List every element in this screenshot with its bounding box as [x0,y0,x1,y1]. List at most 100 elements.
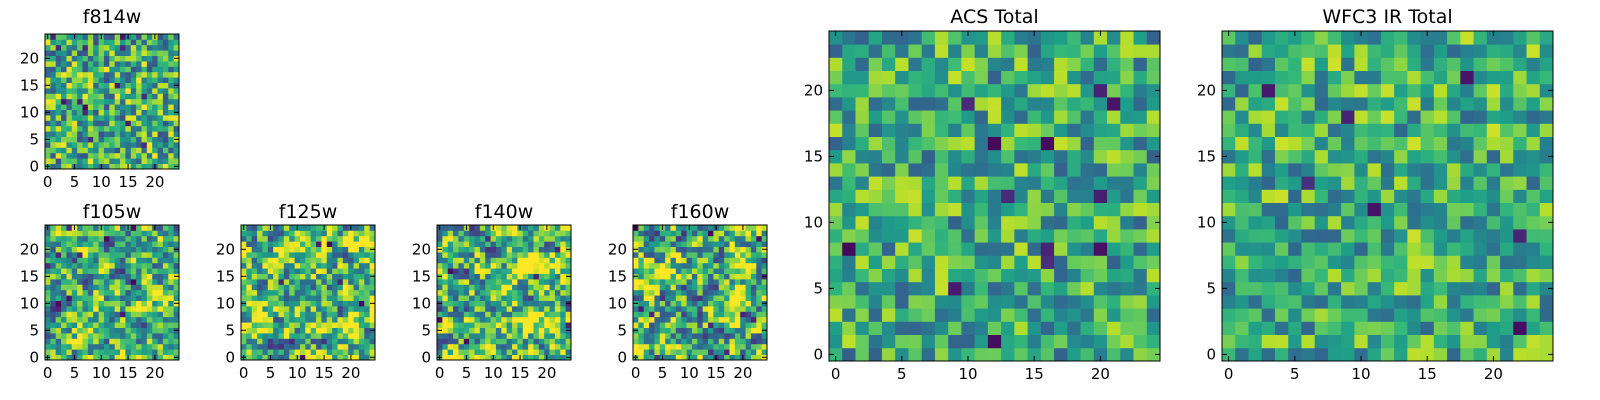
heatmap-cell [675,235,682,242]
x-tick-label: 15 [1025,365,1044,383]
heatmap-cell [549,230,556,237]
heatmap-cell [93,279,99,285]
heatmap-cell [241,306,247,312]
heatmap-cell [1080,295,1095,309]
heatmap-cell [1486,176,1501,190]
heatmap-cell [643,327,650,334]
heatmap-cell [881,136,896,151]
heatmap-cell [665,225,671,231]
heatmap-cell [61,147,67,154]
heatmap-cell [643,300,650,307]
heatmap-cell [686,338,693,345]
heatmap-cell [1301,57,1316,71]
heatmap-cell [961,321,976,335]
heatmap-cell [1107,163,1121,177]
heatmap-cell [364,257,371,264]
heatmap-cell [168,71,175,78]
heatmap-cell [479,338,486,345]
heatmap-cell [283,322,290,328]
heatmap-cell [1040,136,1055,151]
heatmap-cell [141,225,148,231]
heatmap-cell [495,311,502,318]
heatmap-cell [168,279,175,285]
heatmap-cell [1486,97,1501,111]
heatmap-cell [1420,70,1435,85]
heatmap-cell [948,123,962,137]
heatmap-cell [921,123,936,137]
heatmap-cell [93,257,99,264]
heatmap-cell [522,262,529,269]
heatmap-cell [538,241,545,247]
heatmap-cell [157,152,164,159]
heatmap-cell [162,273,169,280]
heatmap-cell [353,262,360,269]
heatmap-cell [71,142,78,148]
heatmap-cell [1235,136,1249,151]
heatmap-cell [136,82,142,89]
heatmap-cell [921,281,936,296]
heatmap-cell [560,235,567,242]
heatmap-cell [1133,123,1148,137]
heatmap-cell [750,343,757,350]
heatmap-cell [82,77,89,83]
heatmap-cell [109,333,116,339]
heatmap-cell [649,338,655,345]
heatmap-cell [506,246,513,253]
heatmap-cell [1120,321,1134,335]
heatmap-cell [501,252,508,258]
heatmap-cell [66,88,73,94]
heatmap-cell [141,284,148,291]
heatmap-cell [77,152,83,159]
heatmap-cell [168,98,175,105]
heatmap-cell [348,279,354,285]
heatmap-cell [66,273,73,280]
heatmap-cell [745,257,752,264]
heatmap-cell [109,311,116,318]
heatmap-cell [120,147,126,154]
heatmap-cell [1027,334,1042,349]
heatmap-cell [713,246,720,253]
heatmap-cell [93,125,99,132]
heatmap-cell [125,50,132,56]
heatmap-cell [1327,97,1342,111]
heatmap-cell [713,252,720,258]
heatmap-cell [533,322,540,328]
heatmap-cell [702,262,709,269]
heatmap-cell [353,235,360,242]
heatmap-cell [1107,242,1121,256]
heatmap-cell [517,327,524,334]
heatmap-cell [125,343,132,350]
heatmap-cell [1027,123,1042,137]
heatmap-cell [1526,83,1541,98]
heatmap-cell [1001,97,1015,111]
heatmap-cell [1513,136,1527,151]
heatmap-cell [61,333,67,339]
heatmap-cell [961,44,976,58]
heatmap-cell [921,321,936,335]
heatmap-cell [168,235,175,242]
heatmap-cell [1354,163,1369,177]
heatmap-cell [697,322,704,328]
heatmap-cell [495,343,502,350]
heatmap-cell [130,158,137,164]
heatmap-cell [1354,176,1369,190]
heatmap-cell [1235,97,1249,111]
heatmap-cell [517,316,524,323]
heatmap-cell [87,163,94,170]
heatmap-cell [740,241,746,247]
heatmap-cell [1500,281,1514,296]
heatmap-cell [437,252,443,258]
heatmap-cell [633,241,639,247]
heatmap-cell [565,279,572,285]
heatmap-cell [1354,31,1369,45]
y-tick-label: 0 [29,157,39,175]
heatmap-cell [82,39,89,46]
heatmap-cell [82,158,89,164]
heatmap-cell [1288,57,1302,71]
heatmap-cell [130,44,137,51]
heatmap-cell [1367,229,1382,243]
heatmap-cell [337,257,344,264]
heatmap-cell [745,300,752,307]
